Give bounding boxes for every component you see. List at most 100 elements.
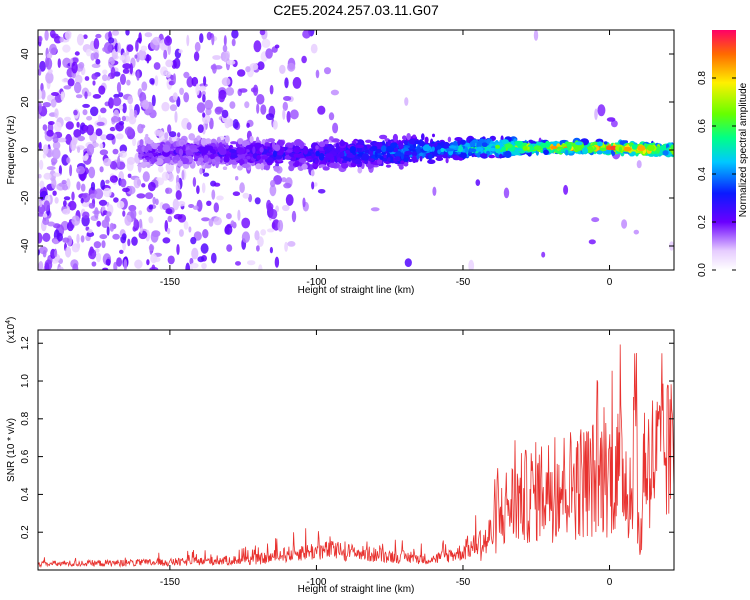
spectrogram-cell	[256, 155, 262, 160]
y-tick-label: 0.2	[20, 525, 31, 539]
spectrogram-cell	[324, 140, 329, 145]
spectrogram-cell	[596, 150, 603, 155]
spectrogram-cell	[402, 147, 409, 153]
spectrogram-cell	[119, 249, 124, 254]
spectrogram-cell	[154, 129, 164, 137]
spectrogram-cell	[71, 191, 75, 201]
spectrogram-cell	[203, 76, 207, 86]
spectrogram-cell	[43, 172, 52, 180]
spectrogram-cell	[82, 109, 88, 116]
spectrogram-cell	[167, 255, 175, 265]
spectrogram-cell	[611, 120, 618, 128]
spectrogram-cell	[439, 147, 445, 153]
spectrogram-cell	[266, 199, 272, 211]
spectrogram-cell	[193, 138, 198, 142]
spectrogram-cell	[528, 139, 534, 143]
spectrogram-cell	[74, 81, 82, 94]
spectrogram-cell	[158, 165, 164, 173]
spectrogram-cell	[253, 84, 259, 97]
spectrogram-cell	[212, 63, 217, 74]
spectrogram-cell	[54, 197, 59, 204]
snr-series-line	[38, 344, 674, 568]
spectrogram-cell	[235, 176, 239, 181]
spectrogram-cell	[488, 147, 496, 152]
spectrogram-cell	[273, 175, 282, 185]
spectrogram-cell	[81, 201, 90, 208]
snr-x-ticks: -150 -100 -50 0	[160, 330, 613, 588]
spectrogram-cell	[618, 146, 623, 152]
spectrogram-cell	[241, 231, 250, 243]
spectrogram-cell	[274, 44, 280, 49]
spectrogram-cell	[47, 121, 55, 125]
spectrogram-cell	[429, 143, 437, 147]
spectrogram-cell	[232, 119, 239, 129]
spectrogram-cell	[108, 30, 112, 40]
y-tick-label: -40	[20, 238, 31, 253]
spectrogram-cell	[230, 141, 238, 145]
spectrogram-cell	[361, 153, 370, 161]
spectrogram-cell	[61, 179, 67, 185]
spectrogram-cell	[106, 133, 115, 141]
spectrogram-cell	[511, 140, 515, 145]
spectrogram-cell	[402, 145, 410, 149]
spectrogram-cell	[182, 144, 186, 152]
x-tick-label: -50	[456, 577, 471, 588]
spectrogram-cell	[269, 209, 278, 220]
spectrogram-cell	[301, 55, 307, 64]
spectrogram-cell	[499, 153, 503, 159]
spectrogram-cell	[87, 229, 93, 234]
spectrogram-cell	[192, 177, 197, 187]
spectrogram-cell	[404, 97, 409, 106]
spectrogram-cell	[387, 157, 391, 162]
spectrogram-y-axis-label: Frequency (Hz)	[6, 116, 17, 185]
spectrogram-cell	[242, 192, 250, 199]
spectrogram-cell	[62, 44, 71, 53]
spectrogram-cell	[63, 200, 67, 207]
colorbar-tick-label: 0.6	[697, 119, 708, 133]
spectrogram-cell	[151, 264, 156, 270]
spectrogram-cell	[71, 215, 81, 226]
spectrogram-cell	[133, 217, 137, 229]
spectrogram-cell	[337, 157, 341, 163]
spectrogram-cell	[100, 107, 107, 114]
y-tick-label: 40	[20, 48, 31, 60]
spectrogram-cell	[273, 166, 281, 172]
spectrogram-cell	[437, 149, 441, 155]
spectrogram-cell	[112, 233, 120, 240]
spectrogram-cell	[636, 160, 642, 169]
spectrogram-cell	[38, 35, 43, 43]
spectrogram-cell	[177, 132, 181, 138]
spectrogram-cell	[603, 141, 608, 145]
spectrogram-cell	[469, 141, 476, 147]
spectrogram-cell	[183, 92, 190, 103]
spectrogram-cell	[186, 122, 192, 131]
spectrogram-cell	[76, 166, 86, 175]
spectrogram-cell	[146, 139, 154, 145]
spectrogram-cell	[621, 219, 628, 229]
spectrogram-cell	[445, 157, 449, 164]
spectrogram-cell	[432, 133, 435, 138]
spectrogram-cell	[302, 30, 311, 39]
spectrogram-cell	[224, 119, 231, 129]
spectrogram-cell	[38, 141, 42, 151]
spectrogram-cell	[591, 217, 600, 223]
spectrogram-cell	[398, 141, 404, 150]
spectrogram-cell	[239, 182, 245, 194]
spectrogram-cell	[105, 179, 110, 184]
spectrogram-cell	[162, 237, 171, 244]
spectrogram-cell	[164, 36, 172, 46]
spectrogram-cell	[90, 181, 96, 191]
spectrogram-cell	[46, 166, 56, 171]
spectrogram-cell	[196, 185, 200, 195]
snr-frame	[37, 329, 675, 571]
spectrogram-cell	[136, 163, 146, 167]
spectrogram-cell	[144, 32, 153, 38]
spectrogram-cell	[191, 247, 199, 260]
spectrogram-cell	[246, 122, 250, 128]
spectrogram-cell	[291, 210, 297, 223]
spectrogram-cell	[108, 37, 115, 44]
spectrogram-cell	[84, 91, 88, 99]
spectrogram-cell	[116, 257, 123, 267]
spectrogram-cell	[272, 120, 278, 130]
spectrogram-cell	[310, 169, 315, 177]
